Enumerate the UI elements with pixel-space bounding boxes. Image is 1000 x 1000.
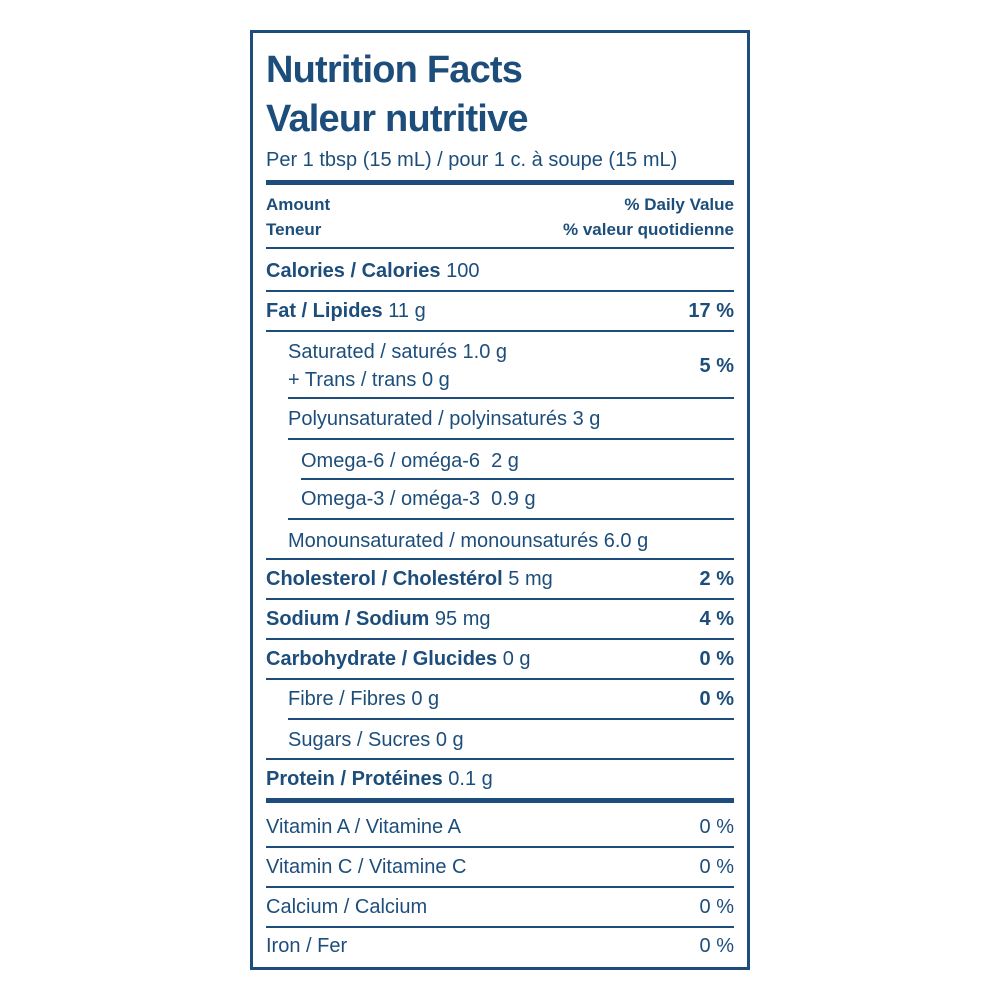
nutrient-amount: 95 mg bbox=[434, 608, 491, 630]
daily-value: 4 % bbox=[699, 608, 734, 630]
nutrient-row: Fibre / Fibres 0 g bbox=[288, 688, 440, 710]
title: Nutrition Facts bbox=[266, 49, 523, 91]
nutrient-amount: 100 bbox=[446, 260, 480, 282]
rule bbox=[288, 518, 734, 520]
nutrient-amount: 0.1 g bbox=[448, 768, 493, 790]
rule bbox=[266, 330, 734, 332]
nutrient-amount: 0 g bbox=[502, 648, 531, 670]
title-fr: Valeur nutritive bbox=[266, 98, 529, 140]
nutrient-row: Fat / Lipides 11 g bbox=[266, 301, 426, 321]
daily-value: 2 % bbox=[699, 568, 734, 590]
daily-value: 0 % bbox=[699, 648, 734, 670]
rule bbox=[266, 290, 734, 292]
rule bbox=[266, 758, 734, 760]
nutrition-label: Nutrition Facts Valeur nutritive Per 1 t… bbox=[250, 30, 750, 970]
nutrient-name: Carbohydrate / Glucides bbox=[266, 648, 498, 670]
rule bbox=[266, 598, 734, 600]
vitamin-name: Calcium / Calcium bbox=[266, 896, 428, 918]
nutrient-row: Sodium / Sodium 95 mg bbox=[266, 609, 491, 629]
daily-value: 5 % bbox=[699, 355, 734, 377]
nutrient-row: Omega-6 / oméga-6 2 g bbox=[301, 450, 519, 472]
rule bbox=[266, 247, 734, 249]
nutrient-name: Fat / Lipides bbox=[266, 300, 383, 322]
rule bbox=[266, 678, 734, 680]
nutrient-name: Cholesterol / Cholestérol bbox=[266, 568, 503, 590]
rule bbox=[266, 926, 734, 928]
nutrient-row: Protein / Protéines 0.1 g bbox=[266, 769, 493, 789]
amount-header-fr: Teneur bbox=[266, 220, 322, 239]
rule bbox=[266, 180, 734, 185]
nutrient-row: Sugars / Sucres 0 g bbox=[288, 729, 464, 751]
rule bbox=[301, 478, 734, 480]
vitamin-name: Vitamin A / Vitamine A bbox=[266, 816, 461, 838]
nutrient-amount: 11 g bbox=[388, 300, 426, 322]
nutrient-name: Protein / Protéines bbox=[266, 768, 443, 790]
serving: Per 1 tbsp (15 mL) / pour 1 c. à soupe (… bbox=[266, 149, 678, 171]
nutrient-row: Omega-3 / oméga-3 0.9 g bbox=[301, 488, 536, 510]
nutrient-amount: 5 mg bbox=[508, 568, 553, 590]
nutrient-name: Sodium / Sodium bbox=[266, 608, 430, 630]
nutrient-row: Carbohydrate / Glucides 0 g bbox=[266, 649, 531, 669]
daily-value: 0 % bbox=[699, 816, 734, 838]
rule bbox=[266, 886, 734, 888]
nutrient-line: Saturated / saturés 1.0 g bbox=[288, 341, 508, 363]
vitamin-name: Vitamin C / Vitamine C bbox=[266, 856, 467, 878]
rule bbox=[266, 846, 734, 848]
rule bbox=[288, 718, 734, 720]
rule bbox=[288, 438, 734, 440]
rule bbox=[266, 798, 734, 803]
nutrient-line: + Trans / trans 0 g bbox=[288, 369, 450, 391]
nutrient-row: Polyunsaturated / polyinsaturés 3 g bbox=[288, 408, 601, 430]
vitamin-name: Iron / Fer bbox=[266, 935, 348, 957]
daily-value: 17 % bbox=[688, 300, 734, 322]
nutrient-row: Cholesterol / Cholestérol 5 mg bbox=[266, 569, 553, 589]
dv-header: % Daily Value bbox=[624, 195, 734, 214]
rule bbox=[266, 558, 734, 560]
daily-value: 0 % bbox=[699, 688, 734, 710]
nutrient-name: Calories / Calories bbox=[266, 260, 441, 282]
nutrient-row: Monounsaturated / monounsaturés 6.0 g bbox=[288, 530, 649, 552]
nutrient-row: Calories / Calories 100 bbox=[266, 261, 479, 281]
daily-value: 0 % bbox=[699, 856, 734, 878]
amount-header: Amount bbox=[266, 195, 331, 214]
daily-value: 0 % bbox=[699, 896, 734, 918]
dv-header-fr: % valeur quotidienne bbox=[563, 220, 734, 239]
rule bbox=[288, 397, 734, 399]
daily-value: 0 % bbox=[699, 935, 734, 957]
rule bbox=[266, 638, 734, 640]
